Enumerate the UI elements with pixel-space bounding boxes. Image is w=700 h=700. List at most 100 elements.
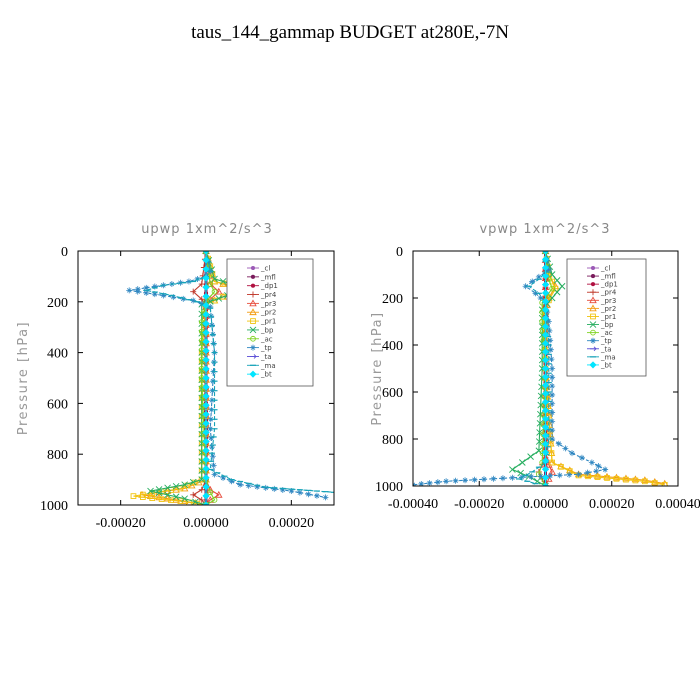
series-tp-marker xyxy=(549,436,556,442)
series-bp-marker xyxy=(155,489,163,497)
series-tp-marker xyxy=(537,295,544,301)
series-tp-marker xyxy=(170,294,177,301)
series-tp-marker xyxy=(549,400,556,407)
series-tp-marker xyxy=(143,284,150,291)
series-ac-marker xyxy=(211,288,218,295)
y-tick-label: 200 xyxy=(382,292,403,307)
series-tp-marker xyxy=(245,482,252,489)
series-bp-marker xyxy=(164,491,171,499)
legend-marker xyxy=(589,321,597,328)
series-bt-marker xyxy=(541,251,550,255)
series-ma-line xyxy=(517,251,550,485)
series-bp-marker xyxy=(211,275,218,283)
series-tp-marker xyxy=(190,297,197,304)
series-tp-marker xyxy=(595,463,602,470)
series-tp-marker xyxy=(556,472,563,479)
legend: _cl_mfl_dp1_pr4_pr3_pr2_pr1_bp_ac_tp_ta_… xyxy=(566,258,647,377)
legend-box xyxy=(566,258,647,377)
x-tick-label: 0.00040 xyxy=(655,497,700,512)
x-tick-label: 0.00020 xyxy=(589,497,635,512)
series-bp-marker xyxy=(537,410,544,418)
series-bt-marker xyxy=(202,256,210,264)
legend-label: _dp1 xyxy=(600,281,618,289)
series-tp-marker xyxy=(584,469,591,476)
series-bt-marker xyxy=(541,289,550,297)
x-tick-label: -0.00020 xyxy=(96,516,146,531)
series-tp-marker xyxy=(209,453,216,460)
series-ac-marker xyxy=(211,497,218,503)
panel-1: upwp 1xm^2/s^3 Pressure [hPa] 0 200 400 600 80… xyxy=(16,222,335,531)
series-bt-marker xyxy=(202,419,210,427)
series-bt-marker xyxy=(202,365,210,373)
series-tp-marker xyxy=(547,346,554,353)
series-tp-marker xyxy=(549,391,556,398)
series-ac-marker xyxy=(549,285,555,292)
series-bt-marker xyxy=(202,401,210,409)
series-tp-marker xyxy=(549,418,556,425)
legend-marker xyxy=(250,291,256,298)
series-tp-marker xyxy=(499,475,506,482)
series-bt-marker xyxy=(541,339,550,347)
series-bt-marker xyxy=(541,272,550,280)
series-bt-marker xyxy=(202,292,210,300)
series-pr1-marker xyxy=(130,493,137,499)
series-bp-marker xyxy=(164,484,171,492)
series-tp-marker xyxy=(555,440,562,447)
series-tp-marker xyxy=(313,492,320,499)
series-bt-marker xyxy=(541,482,550,486)
legend-marker xyxy=(250,274,256,279)
series-tp-marker xyxy=(208,322,215,329)
legend-marker xyxy=(589,361,597,369)
legend-label: _cl xyxy=(600,265,610,273)
series-tp-marker xyxy=(462,477,469,484)
series-bp-marker xyxy=(558,282,566,290)
legend-marker xyxy=(590,337,596,344)
series-tp-marker xyxy=(528,473,535,480)
series-bt-marker xyxy=(541,364,550,373)
plot-area xyxy=(413,251,669,486)
legend-marker xyxy=(590,289,596,296)
x-tick-label: 0.00020 xyxy=(269,516,315,531)
y-tick-label: 1000 xyxy=(40,499,68,514)
series-bt-marker xyxy=(202,320,210,328)
legend-label: _bt xyxy=(600,361,612,369)
series-bt-marker xyxy=(202,410,210,418)
series-tp-marker xyxy=(545,318,552,325)
series-bt-marker xyxy=(541,415,550,423)
series-tp-marker xyxy=(490,475,497,482)
series-bt-marker xyxy=(541,465,550,473)
series-bp-marker xyxy=(219,278,227,285)
series-bp-marker xyxy=(215,295,223,302)
series-pr4-marker xyxy=(198,281,205,288)
series-tp-marker xyxy=(547,472,554,479)
series-bt-marker xyxy=(541,348,550,356)
series-tp-marker xyxy=(207,303,214,310)
series-tp-marker xyxy=(288,488,295,495)
y-tick-label: 400 xyxy=(47,347,68,362)
series-tp-marker xyxy=(254,483,261,490)
legend-label: _pr2 xyxy=(600,305,616,313)
legend-label: _ta xyxy=(600,345,612,353)
legend-marker xyxy=(250,344,256,351)
series-ac-line xyxy=(538,251,553,486)
series-bt-marker xyxy=(541,322,550,331)
legend-marker xyxy=(250,265,256,271)
series-pr1-marker xyxy=(558,463,564,470)
series-bp-marker xyxy=(548,294,556,302)
series-tp-marker xyxy=(262,484,269,491)
legend-label: _bt xyxy=(260,371,272,379)
series-bp-marker xyxy=(192,498,199,505)
panel-title: upwp 1xm^2/s^3 xyxy=(141,222,273,237)
series-tp-marker xyxy=(588,459,595,466)
series-tp-marker xyxy=(569,450,575,457)
series-bt-marker xyxy=(541,432,550,440)
panel-title: vpwp 1xm^2/s^3 xyxy=(479,222,610,237)
series-ac-marker xyxy=(207,281,214,287)
series-tp-marker xyxy=(208,444,215,451)
plot-frame xyxy=(412,250,679,487)
series-tp-marker xyxy=(566,471,573,478)
legend-box xyxy=(226,258,314,387)
series-pr1-marker xyxy=(149,495,156,501)
series-bp-marker xyxy=(535,438,543,445)
series-bp-marker xyxy=(536,420,544,427)
